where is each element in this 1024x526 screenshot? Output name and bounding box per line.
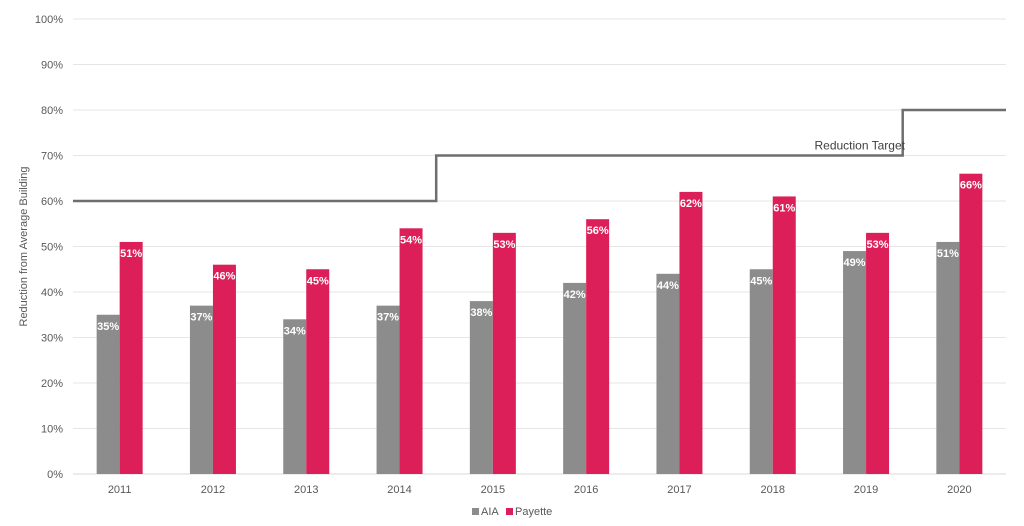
x-tick-label: 2011 [108,484,132,496]
x-tick-label: 2017 [667,484,691,496]
x-tick-label: 2012 [201,484,225,496]
x-tick-label: 2016 [574,484,598,496]
data-label-payette-2011: 51% [120,248,142,260]
bar-payette-2015 [492,232,516,474]
x-tick-label: 2018 [761,484,785,496]
y-tick-label: 90% [41,60,63,72]
reduction-target-label: Reduction Target [814,139,905,153]
x-tick-label: 2019 [854,484,878,496]
bar-payette-2012 [212,264,236,474]
y-tick-label: 100% [35,14,63,26]
bar-payette-2014 [399,228,423,474]
x-tick-label: 2015 [481,484,505,496]
bar-payette-2020 [959,173,983,474]
data-label-payette-2015: 53% [493,239,515,251]
data-label-aia-2016: 42% [564,289,586,301]
x-tick-label: 2014 [387,484,411,496]
bar-aia-2012 [189,305,213,474]
bar-aia-2020 [936,241,960,474]
bar-aia-2017 [656,273,680,474]
y-tick-label: 80% [41,105,63,117]
reduction-target: Reduction Target [73,108,1006,203]
bar-aia-2013 [283,319,307,474]
x-tick-label: 2013 [294,484,318,496]
data-label-payette-2019: 53% [867,239,889,251]
reduction-target-line [73,108,1006,203]
bar-payette-2019 [866,232,890,474]
data-labels: 35% 51% 37% 46% 34% 45% 37% 54% 38% 53% 42% 56% 44% 6… [97,180,982,338]
bar-payette-2011 [119,241,143,474]
data-label-aia-2018: 45% [750,275,772,287]
bar-aia-2014 [376,305,400,474]
data-label-payette-2013: 45% [307,275,329,287]
y-tick-label: 50% [41,242,63,254]
y-axis-label: Reduction from Average Building [18,166,30,326]
bar-payette-2017 [679,191,703,474]
x-tick-label: 2020 [947,484,971,496]
y-axis-ticks: 0% 10% 20% 30% 40% 50% 60% 70% 80% 90% 100% [35,14,63,481]
bars [96,173,983,474]
data-label-aia-2015: 38% [470,307,492,319]
legend-swatch-payette [506,508,513,515]
y-tick-label: 40% [41,287,63,299]
bar-aia-2019 [843,251,867,474]
y-tick-label: 20% [41,378,63,390]
data-label-payette-2020: 66% [960,180,982,192]
y-tick-label: 70% [41,151,63,163]
legend: AIA Payette [472,506,552,518]
bar-aia-2015 [469,301,493,474]
y-tick-label: 60% [41,196,63,208]
data-label-payette-2014: 54% [400,234,422,246]
bar-payette-2018 [772,196,796,474]
legend-swatch-aia [472,508,479,515]
data-label-payette-2016: 56% [587,225,609,237]
data-label-aia-2011: 35% [97,321,119,333]
data-label-aia-2019: 49% [844,257,866,269]
data-label-aia-2017: 44% [657,280,679,292]
bar-aia-2016 [563,282,587,474]
data-label-aia-2014: 37% [377,312,399,324]
data-label-payette-2018: 61% [773,202,795,214]
y-tick-label: 30% [41,333,63,345]
bar-aia-2011 [96,314,120,474]
data-label-aia-2013: 34% [284,325,306,337]
data-label-payette-2012: 46% [213,271,235,283]
bar-aia-2018 [749,269,773,474]
data-label-payette-2017: 62% [680,198,702,210]
bar-payette-2013 [306,269,330,474]
x-axis-ticks: 2011 2012 2013 2014 2015 2016 2017 2018 2019 2020 [108,484,972,496]
legend-label-aia: AIA [481,506,499,518]
data-label-aia-2012: 37% [190,312,212,324]
y-tick-label: 10% [41,424,63,436]
y-tick-label: 0% [47,469,63,481]
legend-label-payette: Payette [515,506,552,518]
bar-payette-2016 [586,219,610,474]
data-label-aia-2020: 51% [937,248,959,260]
